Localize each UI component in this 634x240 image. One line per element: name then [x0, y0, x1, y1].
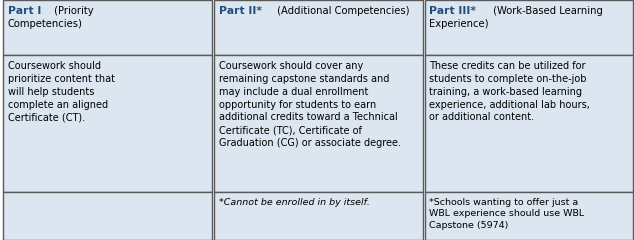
Text: (Priority: (Priority	[51, 6, 93, 16]
Text: Part II*: Part II*	[219, 6, 262, 16]
Bar	[425, 55, 633, 192]
Bar	[3, 192, 212, 240]
Text: (Work-Based Learning: (Work-Based Learning	[490, 6, 603, 16]
Bar	[425, 192, 633, 240]
Text: *Cannot be enrolled in by itself.: *Cannot be enrolled in by itself.	[219, 198, 370, 207]
Text: These credits can be utilized for
students to complete on-the-job
training, a wo: These credits can be utilized for studen…	[429, 61, 590, 122]
Bar	[214, 0, 423, 55]
Bar	[425, 0, 633, 55]
Bar	[214, 55, 423, 192]
Text: Coursework should cover any
remaining capstone standards and
may include a dual : Coursework should cover any remaining ca…	[219, 61, 401, 148]
Text: Coursework should
prioritize content that
will help students
complete an aligned: Coursework should prioritize content tha…	[8, 61, 115, 122]
Text: (Additional Competencies): (Additional Competencies)	[275, 6, 410, 16]
Text: Part III*: Part III*	[429, 6, 476, 16]
Text: Experience): Experience)	[429, 19, 489, 29]
Text: Competencies): Competencies)	[8, 19, 82, 29]
Bar	[214, 192, 423, 240]
Bar	[3, 55, 212, 192]
Text: Part I: Part I	[8, 6, 41, 16]
Bar	[3, 0, 212, 55]
Text: *Schools wanting to offer just a
WBL experience should use WBL
Capstone (5974): *Schools wanting to offer just a WBL exp…	[429, 198, 585, 230]
